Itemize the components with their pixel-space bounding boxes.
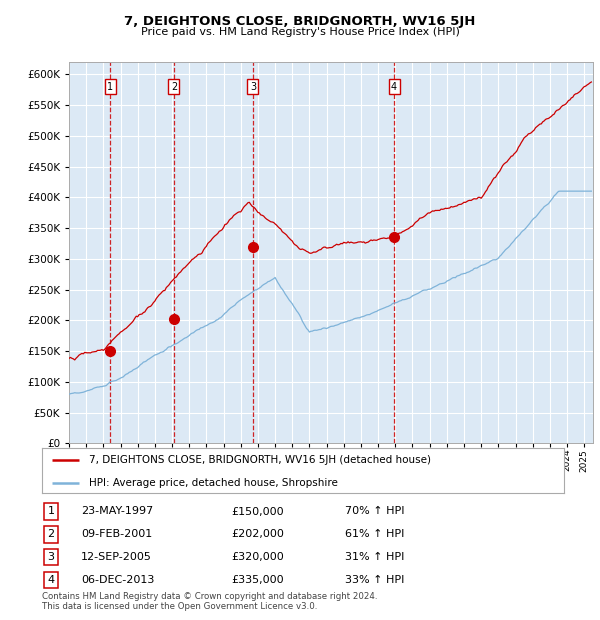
Text: 61% ↑ HPI: 61% ↑ HPI: [345, 529, 404, 539]
Text: 12-SEP-2005: 12-SEP-2005: [81, 552, 152, 562]
Text: 33% ↑ HPI: 33% ↑ HPI: [345, 575, 404, 585]
Text: 3: 3: [250, 82, 256, 92]
Text: 31% ↑ HPI: 31% ↑ HPI: [345, 552, 404, 562]
Text: 4: 4: [391, 82, 397, 92]
Text: This data is licensed under the Open Government Licence v3.0.: This data is licensed under the Open Gov…: [42, 602, 317, 611]
Text: 7, DEIGHTONS CLOSE, BRIDGNORTH, WV16 5JH: 7, DEIGHTONS CLOSE, BRIDGNORTH, WV16 5JH: [124, 16, 476, 29]
Text: Contains HM Land Registry data © Crown copyright and database right 2024.: Contains HM Land Registry data © Crown c…: [42, 592, 377, 601]
Text: 2: 2: [171, 82, 177, 92]
Text: £202,000: £202,000: [231, 529, 284, 539]
Text: 7, DEIGHTONS CLOSE, BRIDGNORTH, WV16 5JH (detached house): 7, DEIGHTONS CLOSE, BRIDGNORTH, WV16 5JH…: [89, 455, 431, 466]
Text: £320,000: £320,000: [231, 552, 284, 562]
Text: £150,000: £150,000: [231, 507, 284, 516]
Text: 1: 1: [107, 82, 113, 92]
Text: Price paid vs. HM Land Registry's House Price Index (HPI): Price paid vs. HM Land Registry's House …: [140, 27, 460, 37]
Text: 4: 4: [47, 575, 55, 585]
Text: 09-FEB-2001: 09-FEB-2001: [81, 529, 152, 539]
Text: 70% ↑ HPI: 70% ↑ HPI: [345, 507, 404, 516]
Text: 06-DEC-2013: 06-DEC-2013: [81, 575, 154, 585]
Text: 23-MAY-1997: 23-MAY-1997: [81, 507, 153, 516]
Text: 2: 2: [47, 529, 55, 539]
Text: 1: 1: [47, 507, 55, 516]
Text: HPI: Average price, detached house, Shropshire: HPI: Average price, detached house, Shro…: [89, 477, 338, 488]
Text: £335,000: £335,000: [231, 575, 284, 585]
Text: 3: 3: [47, 552, 55, 562]
